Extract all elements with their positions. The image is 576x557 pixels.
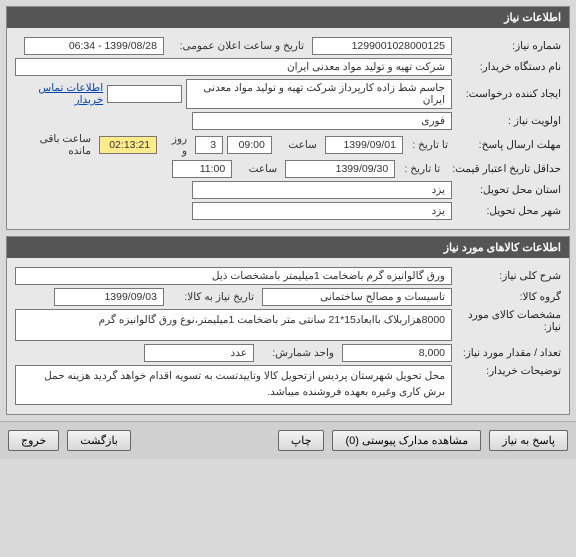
buyer-contact-link[interactable]: اطلاعات تماس خریدار [15, 82, 103, 106]
remain-time: 02:13:21 [99, 136, 157, 154]
qty-label: تعداد / مقدار مورد نیاز: [456, 347, 561, 359]
deadline-label: مهلت ارسال پاسخ: [456, 139, 561, 151]
desc-value: ورق گالوانیزه گرم باضخامت 1میلیمتر بامشخ… [15, 267, 452, 285]
footer-bar: پاسخ به نیاز مشاهده مدارک پیوستی (0) چاپ… [0, 421, 576, 459]
time-label-2: ساعت [236, 163, 281, 175]
need-no-value: 1299001028000125 [312, 37, 452, 55]
goods-header: اطلاعات کالاهای مورد نیاز [7, 237, 569, 258]
qty-value: 8,000 [342, 344, 452, 362]
back-button[interactable]: بازگشت [67, 430, 131, 451]
need-info-header: اطلاعات نیاز [7, 7, 569, 28]
goods-panel: اطلاعات کالاهای مورد نیاز شرح کلی نیاز: … [6, 236, 570, 415]
creator-extra [107, 85, 181, 103]
province-label: استان محل تحویل: [456, 184, 561, 196]
need-info-panel: اطلاعات نیاز شماره نیاز: 129900102800012… [6, 6, 570, 230]
group-value: تاسیسات و مصالح ساختمانی [262, 288, 452, 306]
spec-value: 8000هزاربلاک باابعاد15*21 سانتی متر باضخ… [15, 309, 452, 341]
unit-label: واحد شمارش: [258, 347, 338, 359]
priority-label: اولویت نیاز : [456, 115, 561, 127]
deadline-time: 09:00 [227, 136, 272, 154]
reply-button[interactable]: پاسخ به نیاز [489, 430, 568, 451]
note-value: محل تحویل شهرستان پردیس ازتحویل کالا وتا… [15, 365, 452, 405]
pub-date-label: تاریخ و ساعت اعلان عمومی: [168, 40, 308, 52]
spec-label: مشخصات کالای مورد نیاز: [456, 309, 561, 333]
note-label: توضیحات خریدار: [456, 365, 561, 377]
to-date-label: تا تاریخ : [407, 139, 452, 151]
goods-body: شرح کلی نیاز: ورق گالوانیزه گرم باضخامت … [7, 258, 569, 414]
need-no-label: شماره نیاز: [456, 40, 561, 52]
city-value: یزد [192, 202, 452, 220]
deadline-date: 1399/09/01 [325, 136, 403, 154]
creator-label: ایجاد کننده درخواست: [456, 88, 561, 100]
city-label: شهر محل تحویل: [456, 205, 561, 217]
priority-value: فوری [192, 112, 452, 130]
exit-button[interactable]: خروج [8, 430, 59, 451]
remain-label: ساعت باقی مانده [15, 133, 95, 157]
valid-date: 1399/09/30 [285, 160, 395, 178]
buyer-value: شرکت تهیه و تولید مواد معدنی ایران [15, 58, 452, 76]
valid-time: 11:00 [172, 160, 232, 178]
valid-label: حداقل تاریخ اعتبار قیمت: [448, 163, 561, 175]
time-label-1: ساعت [276, 139, 321, 151]
print-button[interactable]: چاپ [278, 430, 325, 451]
remain-days: 3 [195, 136, 223, 154]
valid-to-label: تا تاریخ : [399, 163, 444, 175]
buyer-label: نام دستگاه خریدار: [456, 61, 561, 73]
pub-date-value: 1399/08/28 - 06:34 [24, 37, 164, 55]
group-label: گروه کالا: [456, 291, 561, 303]
province-value: یزد [192, 181, 452, 199]
unit-value: عدد [144, 344, 254, 362]
days-label: روز و [161, 133, 191, 157]
creator-value: جاسم شط زاده کارپرداز شرکت تهیه و تولید … [186, 79, 452, 109]
desc-label: شرح کلی نیاز: [456, 270, 561, 282]
need-info-body: شماره نیاز: 1299001028000125 تاریخ و ساع… [7, 28, 569, 229]
need-date-label: تاریخ نیاز به کالا: [168, 291, 258, 303]
need-date-value: 1399/09/03 [54, 288, 164, 306]
attachments-button[interactable]: مشاهده مدارک پیوستی (0) [332, 430, 481, 451]
